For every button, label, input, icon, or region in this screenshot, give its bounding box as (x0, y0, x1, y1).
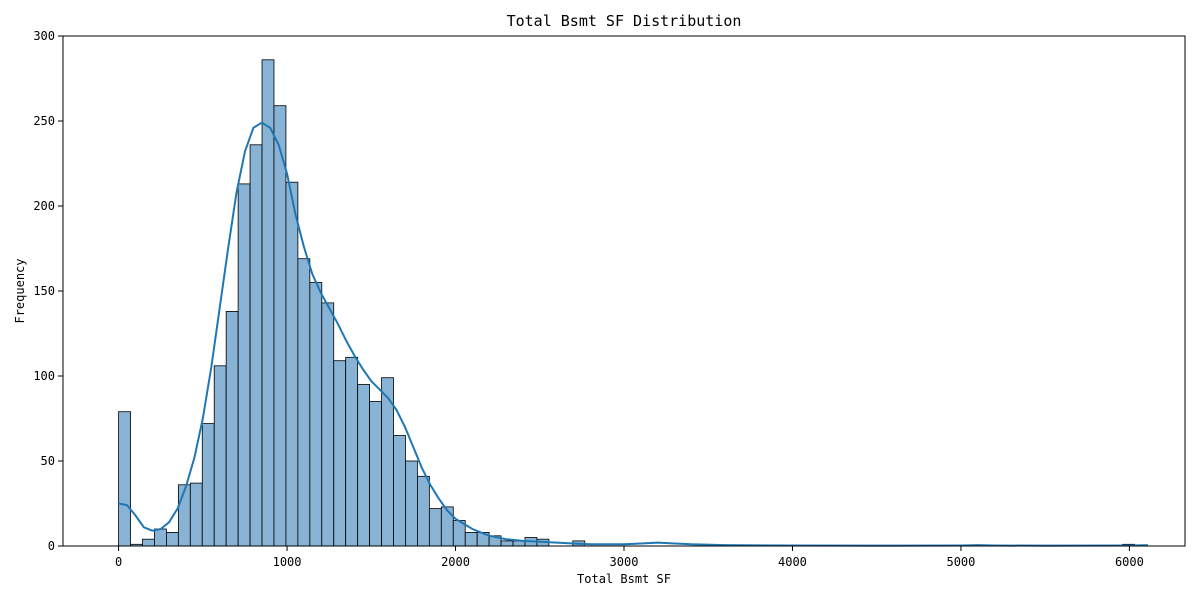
histogram-bar (333, 360, 347, 547)
histogram-bars (118, 59, 1135, 547)
histogram-bar (154, 528, 167, 547)
x-tick-label: 0 (115, 555, 122, 569)
histogram-bar (118, 411, 131, 547)
histogram-bar (417, 475, 430, 547)
histogram-bar (297, 258, 311, 547)
x-tick-label: 4000 (778, 555, 807, 569)
y-tick-label: 300 (33, 29, 55, 43)
histogram-bar (357, 384, 371, 547)
histogram-bar (213, 365, 227, 547)
x-axis-ticks: 0 1000 2000 3000 4000 5000 6000 (115, 546, 1144, 569)
histogram-bar (142, 538, 155, 547)
y-axis-label: Frequency (13, 258, 27, 323)
y-tick-label: 0 (48, 539, 55, 553)
histogram-bar (393, 435, 406, 547)
x-tick-label: 5000 (946, 555, 975, 569)
histogram-bar (225, 310, 239, 547)
y-axis-ticks: 0 50 100 150 200 250 300 (33, 29, 63, 553)
y-tick-label: 50 (41, 454, 55, 468)
histogram-bar (428, 508, 442, 547)
x-axis-label: Total Bsmt SF (577, 572, 671, 586)
histogram-bar (464, 532, 478, 547)
x-tick-label: 1000 (273, 555, 302, 569)
histogram-bar (249, 144, 263, 547)
histogram-bar (189, 482, 203, 547)
histogram-bar (309, 282, 323, 547)
histogram-bar (285, 181, 299, 547)
kde-curve (118, 121, 1148, 547)
histogram-bar (177, 484, 191, 547)
histogram-bar (440, 506, 454, 547)
x-tick-label: 2000 (441, 555, 470, 569)
x-tick-label: 6000 (1115, 555, 1144, 569)
histogram-bar (166, 532, 179, 547)
histogram-bar (345, 356, 359, 547)
histogram-bar (369, 401, 382, 547)
histogram-bar (273, 105, 287, 547)
y-tick-label: 200 (33, 199, 55, 213)
histogram-bar (201, 423, 215, 547)
y-tick-label: 100 (33, 369, 55, 383)
x-tick-label: 3000 (610, 555, 639, 569)
y-tick-label: 150 (33, 284, 55, 298)
histogram-bar (321, 302, 335, 547)
histogram-bar (500, 540, 514, 547)
chart-title: Total Bsmt SF Distribution (507, 12, 742, 30)
y-tick-label: 250 (33, 114, 55, 128)
histogram-bar (237, 183, 251, 547)
histogram-bar (405, 460, 418, 547)
